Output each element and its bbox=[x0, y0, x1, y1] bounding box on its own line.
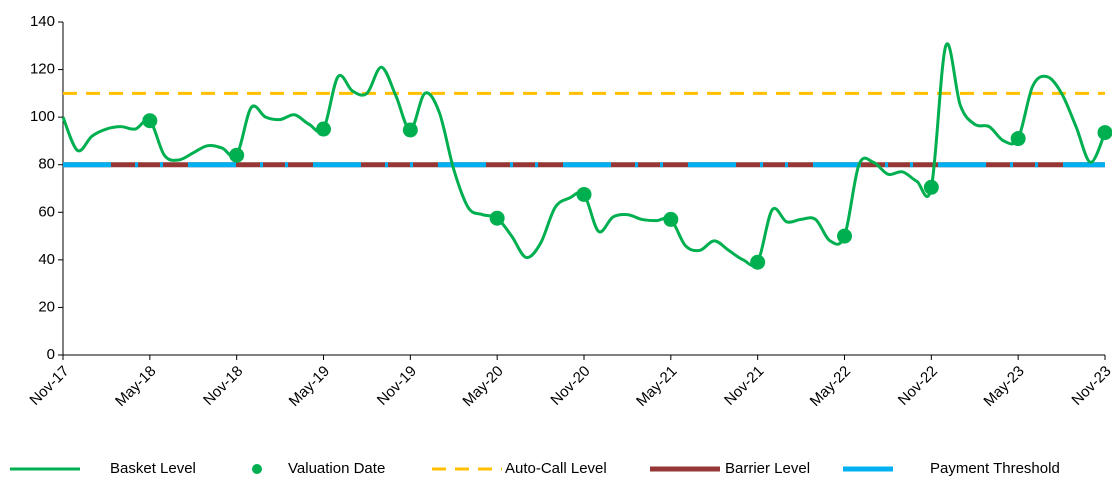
valuation-marker bbox=[316, 121, 331, 137]
x-tick-label: May-19 bbox=[286, 363, 333, 410]
series-line bbox=[61, 42, 1107, 268]
y-tick-label: 40 bbox=[38, 251, 55, 268]
legend-label: Payment Threshold bbox=[930, 460, 1060, 477]
y-tick-label: 120 bbox=[30, 61, 55, 78]
valuation-marker bbox=[489, 210, 505, 226]
legend-label: Basket Level bbox=[110, 460, 196, 477]
valuation-marker bbox=[576, 186, 592, 202]
y-tick-label: 140 bbox=[30, 13, 55, 30]
x-tick-label: Nov-20 bbox=[547, 363, 593, 409]
valuation-marker bbox=[837, 228, 852, 244]
x-tick-label: Nov-18 bbox=[200, 363, 246, 409]
y-tick-label: 0 bbox=[47, 346, 55, 363]
x-tick-label: May-20 bbox=[459, 363, 506, 410]
valuation-marker bbox=[402, 122, 418, 138]
legend-swatch bbox=[252, 464, 262, 474]
x-tick-label: May-18 bbox=[112, 363, 159, 410]
valuation-marker bbox=[923, 179, 939, 195]
y-tick-label: 60 bbox=[38, 203, 55, 220]
y-tick-label: 100 bbox=[30, 108, 55, 125]
x-tick-label: Nov-21 bbox=[721, 363, 767, 409]
legend-label: Barrier Level bbox=[725, 460, 810, 477]
legend-label: Auto-Call Level bbox=[505, 460, 607, 477]
x-tick-label: May-23 bbox=[980, 363, 1027, 410]
x-tick-label: Nov-23 bbox=[1068, 363, 1112, 409]
valuation-marker bbox=[1097, 125, 1112, 141]
valuation-marker bbox=[142, 113, 158, 129]
x-tick-label: Nov-17 bbox=[26, 363, 72, 409]
y-tick-label: 20 bbox=[38, 298, 55, 315]
y-tick-label: 80 bbox=[38, 156, 55, 173]
valuation-marker bbox=[663, 211, 679, 227]
valuation-marker bbox=[229, 147, 245, 163]
legend-label: Valuation Date bbox=[288, 460, 385, 477]
x-tick-label: Nov-19 bbox=[374, 363, 420, 409]
valuation-marker bbox=[750, 254, 766, 270]
x-tick-label: May-21 bbox=[633, 363, 680, 410]
x-tick-label: Nov-22 bbox=[895, 363, 941, 409]
valuation-marker bbox=[1010, 131, 1026, 147]
x-tick-label: May-22 bbox=[807, 363, 854, 410]
